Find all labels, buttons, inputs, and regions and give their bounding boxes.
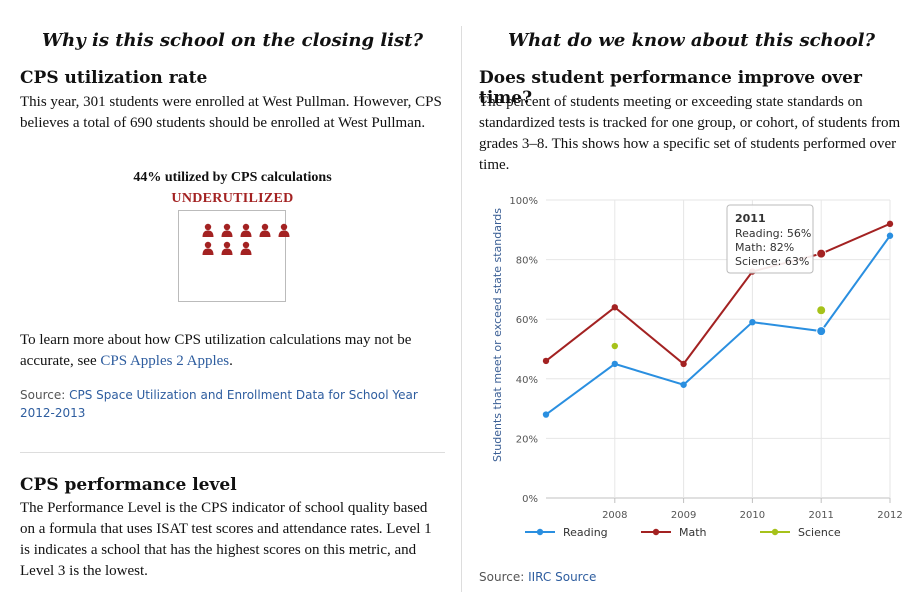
data-point-science <box>611 342 618 350</box>
chart-source-label: Source: <box>479 570 525 584</box>
person-icon <box>259 223 271 237</box>
y-tick-label: 40% <box>516 375 538 386</box>
data-point-reading <box>611 360 618 368</box>
y-axis-label: Students that meet or exceed state stand… <box>491 208 504 462</box>
tooltip-title: 2011 <box>735 212 766 225</box>
data-point-reading <box>816 326 827 337</box>
y-tick-label: 100% <box>509 196 538 207</box>
data-point-math <box>816 248 827 259</box>
series-line-math <box>545 222 891 366</box>
y-tick-label: 20% <box>516 434 538 445</box>
person-icon <box>202 223 214 237</box>
person-icon <box>240 241 252 255</box>
learn-more-label: To learn more about how CPS utilization … <box>20 332 412 369</box>
performance-line-chart: 0%20%40%60%80%100% 2008 2009 2010 2011 2012 … <box>491 196 903 539</box>
person-icon <box>221 223 233 237</box>
chart-source: Source: IIRC Source <box>479 568 596 586</box>
right-title: What do we know about this school? <box>507 30 876 51</box>
perf-text: The Performance Level is the CPS indicat… <box>20 500 432 579</box>
util-label: 44% utilized by CPS calculations <box>133 170 332 185</box>
chart-legend: Reading Math Science <box>525 526 841 539</box>
apples-link[interactable]: CPS Apples 2 Apples <box>100 353 230 369</box>
data-point-math <box>680 360 687 368</box>
data-point-math <box>542 357 550 365</box>
person-icon <box>221 241 233 255</box>
x-tick-label: 2012 <box>877 510 902 521</box>
util-text: This year, 301 students were enrolled at… <box>20 94 442 131</box>
data-point-reading <box>749 318 756 326</box>
chart-grid <box>546 199 891 503</box>
person-icon <box>278 223 290 237</box>
tooltip-math: Math: 82% <box>735 241 794 254</box>
iirc-source-link[interactable]: IIRC Source <box>528 570 597 584</box>
legend-label-reading: Reading <box>563 526 608 539</box>
utilization-icon-box <box>178 210 290 302</box>
util-heading: CPS utilization rate <box>20 68 208 88</box>
tooltip-science: Science: 63% <box>735 255 809 268</box>
y-axis-ticks: 0% 20% 40% 60% 80% 100% <box>509 196 538 505</box>
source-label: Source: <box>20 388 66 402</box>
data-point-math <box>886 220 894 228</box>
person-icon <box>240 223 252 237</box>
person-icon <box>202 241 214 255</box>
legend-label-science: Science <box>798 526 841 539</box>
x-tick-label: 2010 <box>740 510 765 521</box>
legend-marker-reading <box>536 528 544 536</box>
perf-heading: CPS performance level <box>20 475 237 495</box>
performance-heading: Does student performance improve over ti… <box>479 68 862 108</box>
x-tick-label: 2011 <box>808 510 833 521</box>
data-point-reading <box>886 232 894 239</box>
util-source: Source: CPS Space Utilization and Enroll… <box>20 386 430 422</box>
util-status: UNDERUTILIZED <box>171 191 294 206</box>
data-point-reading <box>680 381 687 388</box>
performance-text: The percent of students meeting or excee… <box>479 94 901 173</box>
chart-series <box>542 220 894 418</box>
x-tick-label: 2009 <box>671 510 696 521</box>
chart-tooltip: 2011 Reading: 56% Math: 82% Science: 63% <box>726 204 814 274</box>
legend-label-math: Math <box>679 526 707 539</box>
tooltip-reading: Reading: 56% <box>735 227 811 240</box>
section-divider <box>20 452 445 453</box>
series-line-reading <box>545 235 891 416</box>
left-title: Why is this school on the closing list? <box>41 30 424 51</box>
legend-marker-science <box>771 528 779 536</box>
data-point-science <box>816 305 827 316</box>
data-point-math <box>611 304 618 311</box>
learn-more-end: . <box>229 353 233 369</box>
x-axis-ticks: 2008 2009 2010 2011 2012 <box>602 510 903 521</box>
util-source-link[interactable]: CPS Space Utilization and Enrollment Dat… <box>20 388 418 420</box>
legend-marker-math <box>652 528 660 536</box>
learn-more-text: To learn more about how CPS utilization … <box>20 330 445 372</box>
y-tick-label: 0% <box>522 494 538 505</box>
y-tick-label: 80% <box>516 256 538 267</box>
data-point-reading <box>542 411 550 418</box>
x-tick-label: 2008 <box>602 510 627 521</box>
column-divider <box>461 26 462 592</box>
y-tick-label: 60% <box>516 315 538 326</box>
